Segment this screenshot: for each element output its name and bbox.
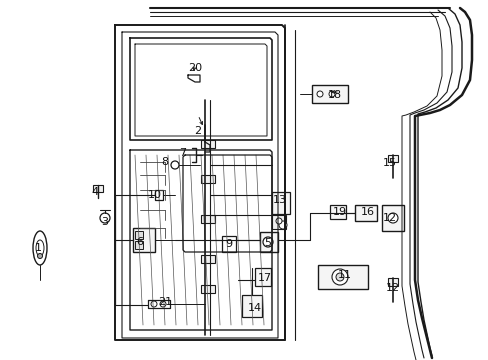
Ellipse shape [36,240,44,256]
Bar [271,192,289,214]
Circle shape [275,218,282,224]
Text: 5: 5 [264,238,271,248]
Circle shape [151,301,157,307]
Text: 11: 11 [337,270,351,280]
Bar [133,228,155,252]
Text: 10: 10 [148,190,162,200]
Circle shape [38,253,42,258]
Bar [201,140,215,148]
Text: 13: 13 [272,195,286,205]
Text: 15: 15 [382,158,396,168]
Bar [387,155,397,162]
Text: 12: 12 [382,213,396,223]
Circle shape [100,213,110,223]
Bar [201,175,215,183]
Bar [387,278,397,286]
Text: 12: 12 [385,283,399,293]
Circle shape [171,161,179,169]
Text: 4: 4 [91,187,99,197]
Circle shape [387,213,397,223]
Circle shape [335,273,343,281]
Bar [222,236,236,252]
Text: 1: 1 [35,243,41,253]
Bar [201,285,215,293]
Bar [311,85,347,103]
Text: 21: 21 [158,297,172,307]
Text: 8: 8 [161,157,168,167]
Circle shape [328,91,334,97]
Bar [381,205,403,231]
Bar [135,231,142,239]
Text: 3: 3 [102,217,108,227]
Circle shape [263,237,272,247]
Text: 16: 16 [360,207,374,217]
Bar [329,205,346,219]
Circle shape [279,221,286,229]
Bar [354,205,376,221]
Ellipse shape [33,231,47,265]
Bar [93,185,103,192]
Circle shape [331,269,347,285]
Text: 7: 7 [179,148,186,158]
Text: 18: 18 [327,90,342,100]
Text: 6: 6 [136,237,143,247]
Bar [254,268,270,286]
Bar [201,255,215,263]
Text: 14: 14 [247,303,262,313]
Text: 19: 19 [332,207,346,217]
Text: 2: 2 [194,126,201,136]
Text: 9: 9 [225,239,232,249]
Bar [135,241,142,249]
Text: 20: 20 [187,63,202,73]
Circle shape [316,91,323,97]
Bar [242,295,262,317]
Circle shape [160,301,165,307]
Text: 17: 17 [257,273,271,283]
Bar [201,215,215,223]
Bar [260,232,278,252]
Bar [317,265,367,289]
Bar [271,215,285,229]
